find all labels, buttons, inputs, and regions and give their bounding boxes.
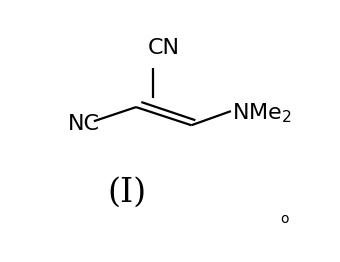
Text: CN: CN: [148, 38, 180, 58]
Text: NMe$_2$: NMe$_2$: [232, 101, 292, 125]
Text: o: o: [281, 212, 289, 226]
Text: (I): (I): [107, 177, 147, 209]
Text: NC: NC: [68, 114, 100, 134]
